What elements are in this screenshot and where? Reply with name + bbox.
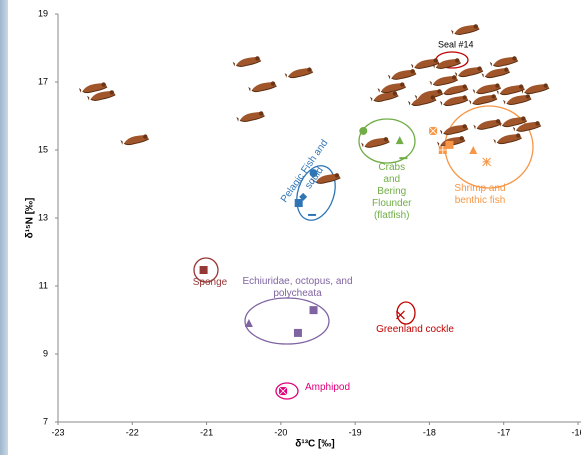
group-label: Amphipod bbox=[305, 382, 365, 394]
marker-shape bbox=[310, 306, 318, 314]
y-tick-label: 13 bbox=[38, 212, 48, 222]
x-tick-label: -22 bbox=[126, 427, 139, 437]
marker-shape bbox=[294, 329, 302, 337]
data-point bbox=[294, 329, 302, 337]
marker-shape bbox=[359, 127, 367, 135]
data-point bbox=[308, 214, 316, 216]
x-tick-label: -17 bbox=[497, 427, 510, 437]
x-tick-label: -19 bbox=[349, 427, 362, 437]
x-tick-label: -18 bbox=[423, 427, 436, 437]
data-point bbox=[200, 266, 208, 274]
group-label: Greenland cockle bbox=[365, 324, 465, 336]
data-point bbox=[279, 387, 287, 395]
data-point bbox=[429, 127, 437, 135]
annotation: Seal #14 bbox=[438, 39, 474, 49]
marker-shape bbox=[200, 266, 208, 274]
panel bbox=[8, 0, 581, 455]
chart: δ¹³C [‰] δ¹⁵N [‰] Seal #14 7 9 11 13 15 17 19 -… bbox=[0, 0, 581, 455]
y-tick-label: 11 bbox=[39, 280, 48, 290]
x-tick-label: -21 bbox=[200, 427, 213, 437]
group-label: Sponge bbox=[180, 277, 240, 289]
y-tick-label: 9 bbox=[43, 348, 48, 358]
y-tick-label: 15 bbox=[38, 144, 48, 154]
data-point bbox=[483, 158, 491, 166]
group-label: Echiuridae, octopus, and polycheata bbox=[240, 276, 355, 300]
marker-shape bbox=[483, 158, 491, 166]
x-axis-label: δ¹³C [‰] bbox=[295, 439, 334, 450]
x-tick-label: -23 bbox=[51, 427, 64, 437]
x-tick-label: -20 bbox=[274, 427, 287, 437]
y-tick-label: 7 bbox=[43, 416, 48, 426]
y-axis-label: δ¹⁵N [‰] bbox=[25, 198, 36, 239]
marker-shape bbox=[308, 214, 316, 216]
chart-svg: δ¹³C [‰] δ¹⁵N [‰] Seal #14 7 9 11 13 15 17 19 -… bbox=[0, 0, 581, 455]
data-point bbox=[359, 127, 367, 135]
group-label: Shrimp and benthic fish bbox=[440, 183, 520, 207]
marker-shape bbox=[399, 157, 407, 159]
data-point bbox=[445, 141, 453, 149]
data-point bbox=[310, 306, 318, 314]
data-point bbox=[399, 157, 407, 159]
x-tick-label: -16 bbox=[571, 427, 581, 437]
group-label: Crabs and Bering Flounder (flatfish) bbox=[372, 162, 411, 222]
marker-shape bbox=[445, 141, 453, 149]
y-tick-label: 19 bbox=[38, 8, 48, 18]
y-tick-label: 17 bbox=[38, 76, 48, 86]
